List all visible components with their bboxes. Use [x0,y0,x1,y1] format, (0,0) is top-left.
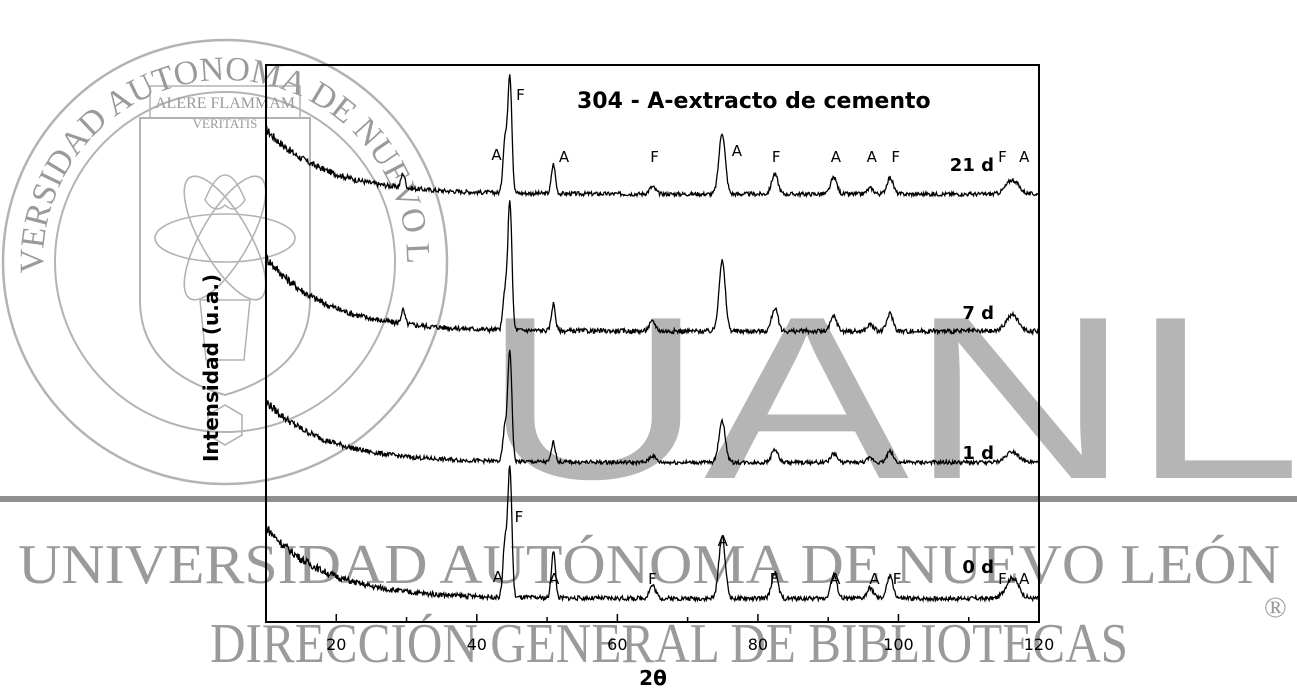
peak-label: F [650,148,659,166]
peak-label: F [893,570,902,588]
x-tick-label: 100 [883,635,914,654]
peak-label: A [493,568,504,586]
seal-motto-line2: VERITATIS [193,116,258,131]
watermark-band-text: UNIVERSIDAD AUTÓNOMA DE NUEVO LEÓN [18,533,1280,596]
peak-label: A [1019,148,1030,166]
peak-label: A [867,148,878,166]
watermark-monogram: UANL [482,269,1297,528]
series-label: 21 d [950,155,994,176]
y-axis-title: Intensidad (u.a.) [199,274,223,462]
peak-label: A [718,532,729,550]
peak-label: A [831,148,842,166]
series-label: 7 d [962,303,994,324]
trace-0d [265,465,1040,603]
seal-motto-line1: ALERE FLAMMAM [155,95,295,112]
x-tick-label: 20 [326,635,346,654]
series-label: 1 d [962,443,994,464]
peak-label: A [559,148,570,166]
series-labels-group: 21 d 7 d 1 d 0 d [950,155,994,578]
x-axis-title: 2θ [639,666,667,690]
watermark-band-line [0,496,1297,502]
peak-label: A [830,570,841,588]
trace-7d [265,200,1040,337]
x-tick-label: 40 [467,635,487,654]
peak-label: A [869,570,880,588]
x-tick-label: 120 [1024,635,1055,654]
peak-label: F [772,148,781,166]
peak-label: A [491,146,502,164]
trace-21d [265,74,1040,199]
x-tick-label: 80 [748,635,768,654]
x-axis-tick-labels: 20 40 60 80 100 120 [326,635,1054,654]
peak-label: F [516,86,525,104]
plot-frame [265,64,1040,623]
peak-label: F [770,570,779,588]
series-label: 0 d [962,557,994,578]
peak-label: F [998,148,1007,166]
peak-label: F [648,570,657,588]
chart-title: 304 - A-extracto de cemento [577,89,931,114]
peak-label: A [1019,570,1030,588]
peak-label: A [549,570,560,588]
x-axis-ticks [335,614,1040,622]
registered-mark: ® [1264,591,1287,624]
university-seal [1,38,449,486]
peak-label: F [998,570,1007,588]
peak-label: F [515,508,524,526]
traces-group [265,74,1040,603]
peak-label: F [891,148,900,166]
trace-1d [265,349,1040,467]
x-tick-label: 60 [607,635,627,654]
peak-label: A [732,142,743,160]
